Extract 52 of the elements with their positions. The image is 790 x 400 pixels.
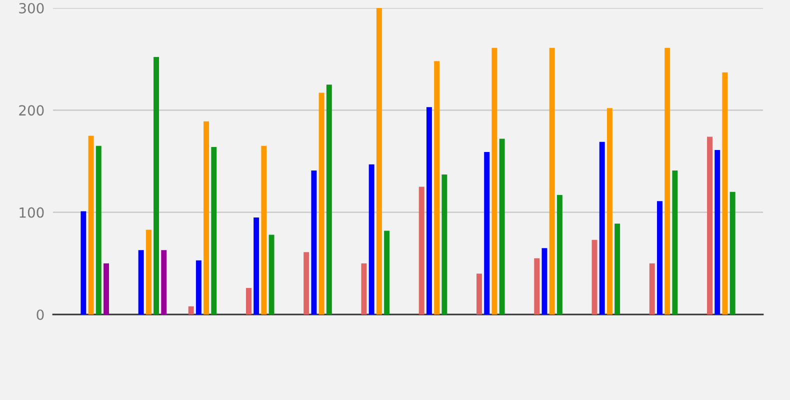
bar bbox=[254, 217, 260, 314]
bar bbox=[534, 258, 540, 314]
bar bbox=[484, 152, 490, 314]
y-tick-label: 0 bbox=[36, 309, 44, 320]
bar bbox=[730, 192, 736, 314]
bar bbox=[499, 138, 505, 314]
bar bbox=[614, 224, 620, 314]
bar bbox=[672, 170, 678, 314]
bar bbox=[542, 248, 548, 314]
bar bbox=[722, 72, 728, 314]
bar bbox=[592, 240, 598, 314]
bar bbox=[246, 288, 252, 314]
bar bbox=[326, 84, 332, 314]
bar bbox=[188, 306, 194, 314]
bar bbox=[442, 174, 448, 314]
bar bbox=[311, 170, 317, 314]
bar bbox=[361, 263, 367, 314]
bar bbox=[434, 61, 440, 314]
bar bbox=[426, 107, 432, 314]
bar bbox=[304, 252, 310, 314]
bar bbox=[196, 260, 202, 314]
bar bbox=[492, 48, 498, 314]
bar bbox=[656, 201, 662, 314]
bar bbox=[384, 230, 390, 314]
bar bbox=[154, 57, 160, 314]
bar bbox=[146, 230, 152, 314]
bar bbox=[96, 146, 102, 314]
bar bbox=[664, 48, 670, 314]
bar bbox=[599, 142, 605, 314]
bar bbox=[204, 121, 210, 314]
bar bbox=[549, 48, 555, 314]
bar bbox=[88, 136, 94, 314]
bar bbox=[476, 274, 482, 314]
bar bbox=[714, 150, 720, 314]
bar bbox=[556, 194, 562, 314]
bar bbox=[707, 136, 712, 314]
bar bbox=[376, 8, 382, 314]
y-tick-label: 100 bbox=[20, 207, 44, 218]
bar bbox=[268, 234, 274, 314]
bar bbox=[649, 263, 655, 314]
y-tick-label: 200 bbox=[19, 105, 44, 116]
bar bbox=[211, 146, 217, 314]
bar bbox=[261, 146, 267, 314]
bar bbox=[80, 211, 86, 314]
bar bbox=[418, 186, 424, 314]
bar bbox=[606, 108, 612, 314]
y-tick-label: 300 bbox=[19, 2, 44, 14]
bar bbox=[318, 92, 324, 314]
bar bbox=[104, 263, 109, 314]
bar bbox=[161, 250, 167, 314]
bar bbox=[368, 164, 374, 314]
bar bbox=[138, 250, 144, 314]
